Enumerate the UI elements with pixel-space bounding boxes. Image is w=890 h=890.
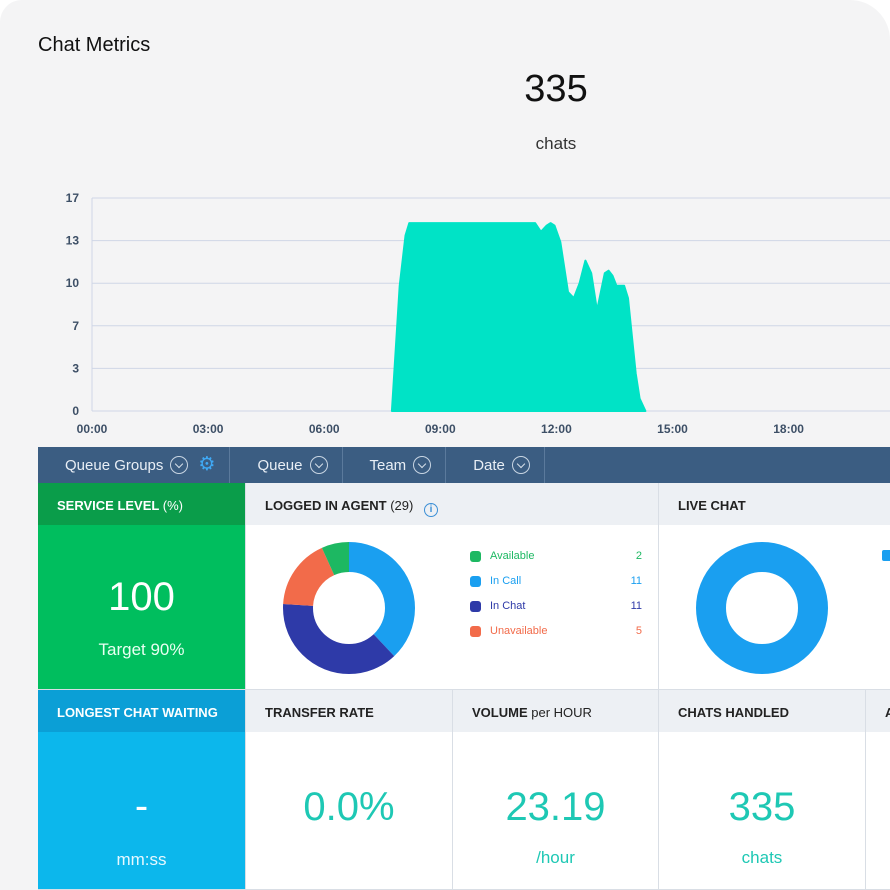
- panel-title-unit: (%): [162, 498, 183, 513]
- chevron-down-icon[interactable]: [413, 456, 432, 474]
- legend-item-in-call: In Call 11: [470, 573, 642, 589]
- legend-value: 11: [630, 575, 642, 587]
- legend-swatch: [470, 625, 481, 637]
- filter-label: Team: [369, 456, 407, 474]
- longest-chat-waiting-panel: LONGEST CHAT WAITING - mm:ss: [38, 690, 246, 890]
- y-tick-label: 0: [72, 404, 79, 418]
- panel-title: LOGGED IN AGENT: [265, 498, 387, 513]
- chats-handled-value: 335: [728, 785, 796, 829]
- legend-value: 5: [635, 625, 642, 637]
- panel-header: CHATS HANDLED: [659, 690, 865, 732]
- x-tick-label: 00:00: [77, 422, 108, 436]
- legend-label: In Chat: [490, 600, 526, 612]
- panel-subtitle: per HOUR: [531, 705, 592, 720]
- chats-handled-unit: chats: [741, 848, 783, 867]
- filter-date[interactable]: Date: [446, 447, 545, 483]
- chevron-down-icon[interactable]: [511, 456, 530, 474]
- panel-body: - mm:ss: [38, 732, 245, 889]
- transfer-rate-value: 0.0%: [303, 785, 395, 829]
- panel-header: TRANSFER RATE: [246, 690, 452, 732]
- transfer-rate-panel: TRANSFER RATE 0.0%: [246, 690, 453, 890]
- x-tick-label: 09:00: [425, 422, 456, 436]
- legend-label: Unavailable: [490, 625, 548, 637]
- chevron-down-icon[interactable]: [170, 456, 189, 474]
- service-level-panel: SERVICE LEVEL (%) 100 Target 90%: [38, 483, 246, 690]
- filter-bar: Queue Groups ⚙ Queue Team Date: [38, 447, 890, 483]
- filter-team[interactable]: Team: [343, 447, 447, 483]
- legend-item-in-chat: In Chat 11: [470, 598, 642, 614]
- legend-value: 2: [635, 550, 642, 562]
- legend-value: 11: [630, 600, 642, 612]
- agent-count: (29): [390, 498, 414, 513]
- volume-value: 23.19: [505, 785, 606, 829]
- filter-queue[interactable]: Queue: [230, 447, 343, 483]
- donut-slice-in-chat: [283, 542, 415, 674]
- panel-header: LONGEST CHAT WAITING: [38, 690, 245, 732]
- longest-chat-waiting-value: -: [134, 784, 149, 828]
- y-tick-label: 10: [66, 276, 80, 290]
- legend-swatch: [470, 575, 481, 587]
- x-tick-label: 18:00: [773, 422, 804, 436]
- y-tick-label: 7: [72, 319, 79, 333]
- panel-header: LIVE CHAT: [659, 483, 890, 525]
- panel-title: VOLUME: [472, 705, 528, 720]
- live-chat-donut: [696, 542, 828, 674]
- filter-label: Queue: [257, 456, 303, 474]
- live-chat-panel: LIVE CHAT: [659, 483, 890, 690]
- volume-panel: VOLUME per HOUR 23.19 /hour: [453, 690, 659, 890]
- y-tick-label: 13: [66, 234, 80, 248]
- x-tick-label: 15:00: [657, 422, 688, 436]
- legend-swatch: [470, 550, 481, 562]
- x-tick-label: 12:00: [541, 422, 572, 436]
- next-panel: A: [866, 690, 890, 890]
- legend-label: In Call: [490, 575, 522, 587]
- panel-header: VOLUME per HOUR: [453, 690, 658, 732]
- legend-label: Available: [490, 550, 535, 562]
- panel-body: 100 Target 90%: [38, 525, 245, 689]
- live-chat-legend-swatch: [882, 550, 890, 561]
- x-tick-label: 03:00: [193, 422, 224, 436]
- panel-header: SERVICE LEVEL (%): [38, 483, 245, 525]
- legend-item-unavailable: Unavailable 5: [470, 623, 642, 639]
- x-tick-label: 06:00: [309, 422, 340, 436]
- filter-label: Queue Groups: [65, 456, 164, 474]
- legend-swatch: [470, 600, 481, 612]
- total-chats-unit: chats: [535, 134, 577, 153]
- donut-slice-available: [283, 542, 415, 674]
- y-tick-label: 3: [72, 361, 79, 375]
- chats-handled-panel: CHATS HANDLED 335 chats: [659, 690, 866, 890]
- filter-queue-groups[interactable]: Queue Groups ⚙: [38, 447, 231, 483]
- chats-area-chart: 0 3 7 10 13 17 00:00 03:00 06:00 09:00 12:00 15:00 1…: [66, 191, 890, 436]
- panel-title: SERVICE LEVEL: [57, 498, 160, 513]
- logged-in-agent-panel: LOGGED IN AGENT (29) i Available 2 In Call…: [246, 483, 659, 690]
- gear-icon[interactable]: ⚙: [198, 454, 216, 475]
- longest-chat-waiting-unit: mm:ss: [116, 850, 167, 869]
- page-title: Chat Metrics: [38, 34, 151, 56]
- panel-header: A: [866, 690, 890, 732]
- live-chat-ring: [696, 542, 828, 674]
- chevron-down-icon[interactable]: [309, 456, 328, 474]
- legend-item-available: Available 2: [470, 548, 642, 564]
- panel-header: LOGGED IN AGENT (29) i: [246, 483, 658, 525]
- info-icon[interactable]: i: [423, 503, 438, 517]
- filter-label: Date: [473, 456, 505, 474]
- agent-status-donut: [283, 542, 415, 674]
- y-tick-label: 17: [66, 191, 80, 205]
- total-chats-value: 335: [524, 68, 588, 110]
- service-level-value: 100: [108, 575, 175, 619]
- service-level-target: Target 90%: [98, 640, 185, 659]
- volume-unit: /hour: [536, 848, 575, 867]
- chats-area-series: [390, 222, 647, 412]
